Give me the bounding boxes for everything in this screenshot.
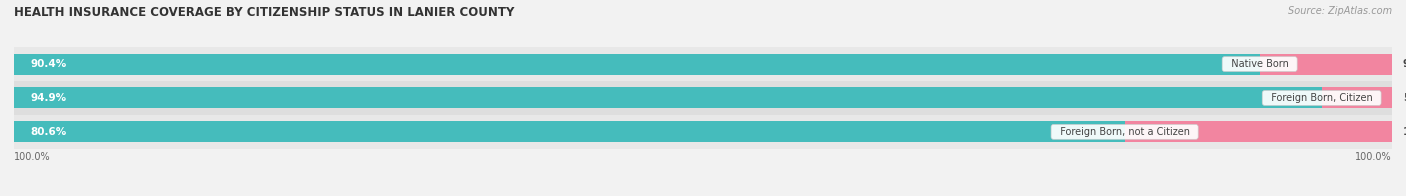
Bar [14,47,1392,81]
Bar [14,54,1260,75]
Bar [14,115,1392,149]
Text: 9.6%: 9.6% [1403,59,1406,69]
Bar [14,81,1392,115]
Bar [1260,54,1392,75]
Text: 100.0%: 100.0% [14,152,51,162]
Bar [1125,121,1392,142]
Text: HEALTH INSURANCE COVERAGE BY CITIZENSHIP STATUS IN LANIER COUNTY: HEALTH INSURANCE COVERAGE BY CITIZENSHIP… [14,6,515,19]
Text: Foreign Born, not a Citizen: Foreign Born, not a Citizen [1053,127,1195,137]
Text: Native Born: Native Born [1225,59,1295,69]
Text: 90.4%: 90.4% [31,59,67,69]
Text: 19.4%: 19.4% [1403,127,1406,137]
Bar [14,121,1392,142]
Bar [14,87,1392,108]
Text: 94.9%: 94.9% [31,93,66,103]
Text: 100.0%: 100.0% [1355,152,1392,162]
Legend: With Coverage, Without Coverage: With Coverage, Without Coverage [595,194,811,196]
Bar [14,54,1392,75]
Bar [14,87,1322,108]
Bar [1322,87,1392,108]
Text: 5.1%: 5.1% [1403,93,1406,103]
Text: Foreign Born, Citizen: Foreign Born, Citizen [1264,93,1379,103]
Bar [14,121,1125,142]
Text: 80.6%: 80.6% [31,127,67,137]
Text: Source: ZipAtlas.com: Source: ZipAtlas.com [1288,6,1392,16]
